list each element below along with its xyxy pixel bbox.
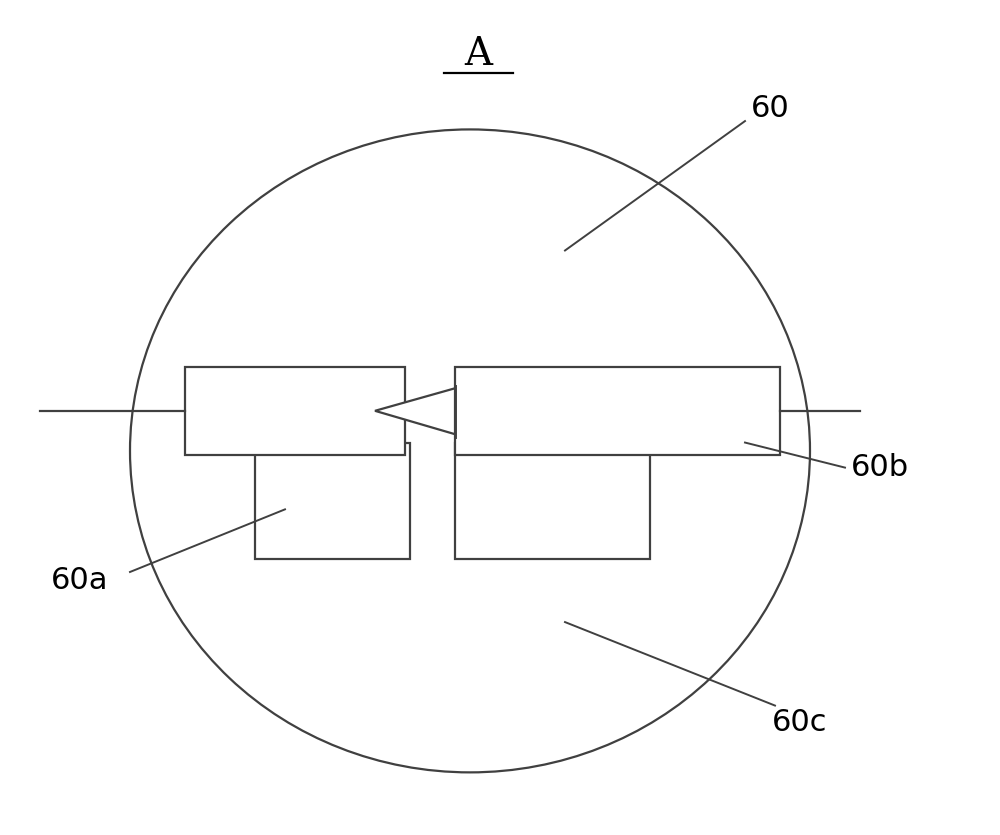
Text: 60a: 60a (51, 566, 109, 595)
Text: 60b: 60b (851, 453, 909, 482)
Bar (185, 367, 405, 455)
Polygon shape (375, 388, 455, 434)
Text: A: A (464, 36, 492, 73)
Bar (255, 443, 410, 559)
Bar (455, 367, 780, 455)
Bar (455, 443, 650, 559)
Text: 60: 60 (751, 94, 789, 123)
Text: 60c: 60c (772, 708, 828, 736)
